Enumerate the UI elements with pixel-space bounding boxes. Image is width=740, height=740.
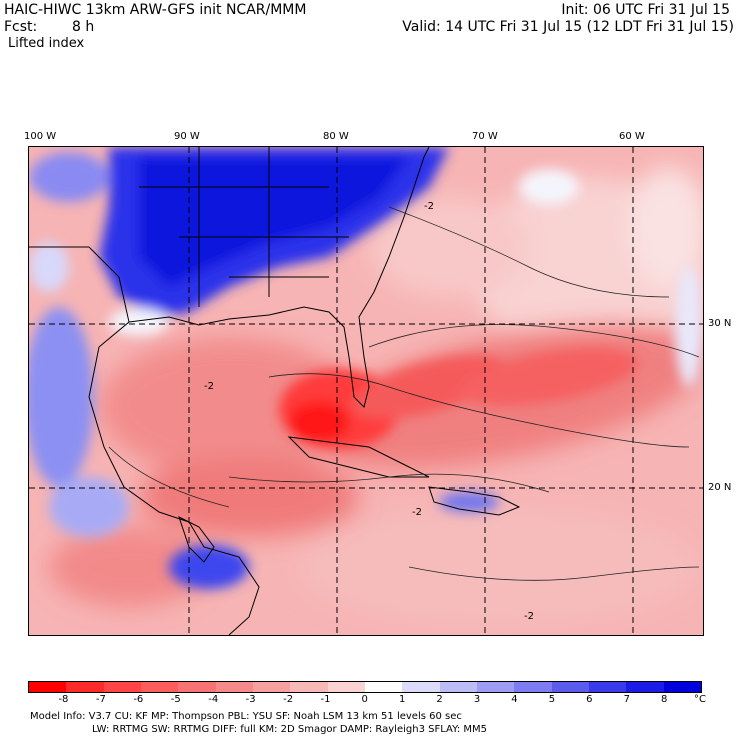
colorbar-unit: °C xyxy=(694,694,706,705)
colorbar-label: -1 xyxy=(320,694,331,705)
init-time: Init: 06 UTC Fri 31 Jul 15 xyxy=(561,2,730,18)
colorbar-swatch xyxy=(626,682,664,692)
contour-label: -2 xyxy=(204,381,214,392)
contour-label: -2 xyxy=(412,507,422,518)
colorbar-swatch xyxy=(178,682,216,692)
map-canvas: -2 -2 -2 -2 xyxy=(29,147,703,635)
valid-time: Valid: 14 UTC Fri 31 Jul 15 (12 LDT Fri … xyxy=(402,19,734,35)
model-title: HAIC-HIWC 13km ARW-GFS init NCAR/MMM xyxy=(4,2,307,18)
model-info-line1: Model Info: V3.7 CU: KF MP: Thompson PBL… xyxy=(30,711,462,722)
forecast-hour: 8 h xyxy=(72,19,95,35)
lon-label-80w: 80 W xyxy=(323,131,349,142)
contour-lines xyxy=(108,206,700,581)
colorbar-swatch xyxy=(514,682,552,692)
colorbar-label: 8 xyxy=(661,694,668,705)
colorbar-swatch xyxy=(290,682,328,692)
latlon-grid xyxy=(29,147,703,635)
colorbar-swatch xyxy=(551,682,589,692)
lon-label-90w: 90 W xyxy=(174,131,200,142)
colorbar-label: 5 xyxy=(548,694,556,705)
lat-label-30n: 30 N xyxy=(708,318,732,329)
colorbar-swatch xyxy=(364,682,403,692)
contour-label: -2 xyxy=(424,201,434,212)
colorbar-label: -8 xyxy=(58,694,69,705)
field-name: Lifted index xyxy=(8,36,85,51)
colorbar-label: 7 xyxy=(623,694,630,705)
coastlines xyxy=(29,147,521,635)
lon-label-100w: 100 W xyxy=(24,131,57,142)
contour-label: -2 xyxy=(524,611,534,622)
colorbar-swatch xyxy=(476,682,515,692)
colorbar-swatch xyxy=(215,682,253,692)
colorbar-label: 1 xyxy=(398,694,406,705)
lon-label-60w: 60 W xyxy=(619,131,645,142)
colorbar-swatch xyxy=(29,682,67,692)
lat-label-20n: 20 N xyxy=(708,482,732,493)
colorbar-label: 0 xyxy=(361,694,368,705)
colorbar-swatch xyxy=(252,682,291,692)
colorbar-swatch xyxy=(402,682,440,692)
colorbar-label: 4 xyxy=(511,694,518,705)
weak-negative-regions xyxy=(299,167,703,627)
model-info-line2: LW: RRTMG SW: RRTMG DIFF: full KM: 2D Sm… xyxy=(92,724,488,735)
colorbar-label: -2 xyxy=(283,694,294,705)
colorbar-swatch xyxy=(439,682,477,692)
colorbar-swatch xyxy=(66,682,104,692)
colorbar-swatch xyxy=(327,682,365,692)
colorbar-swatch xyxy=(140,682,179,692)
colorbar-label: -6 xyxy=(133,694,144,705)
colorbar xyxy=(28,681,702,693)
lifted-index-map: -2 -2 -2 -2 xyxy=(28,146,704,636)
colorbar-label: 2 xyxy=(436,694,443,705)
forecast-label: Fcst: xyxy=(4,19,38,35)
colorbar-swatch xyxy=(103,682,141,692)
lon-label-70w: 70 W xyxy=(472,131,498,142)
positive-regions xyxy=(29,147,703,589)
colorbar-swatch xyxy=(588,682,627,692)
colorbar-label: 6 xyxy=(586,694,593,705)
colorbar-label: -5 xyxy=(170,694,181,705)
colorbar-label: -7 xyxy=(95,694,106,705)
contour-labels: -2 -2 -2 -2 xyxy=(204,201,534,622)
colorbar-label: -4 xyxy=(208,694,219,705)
colorbar-label: 3 xyxy=(473,694,481,705)
colorbar-label: -3 xyxy=(245,694,256,705)
colorbar-swatch xyxy=(663,682,701,692)
